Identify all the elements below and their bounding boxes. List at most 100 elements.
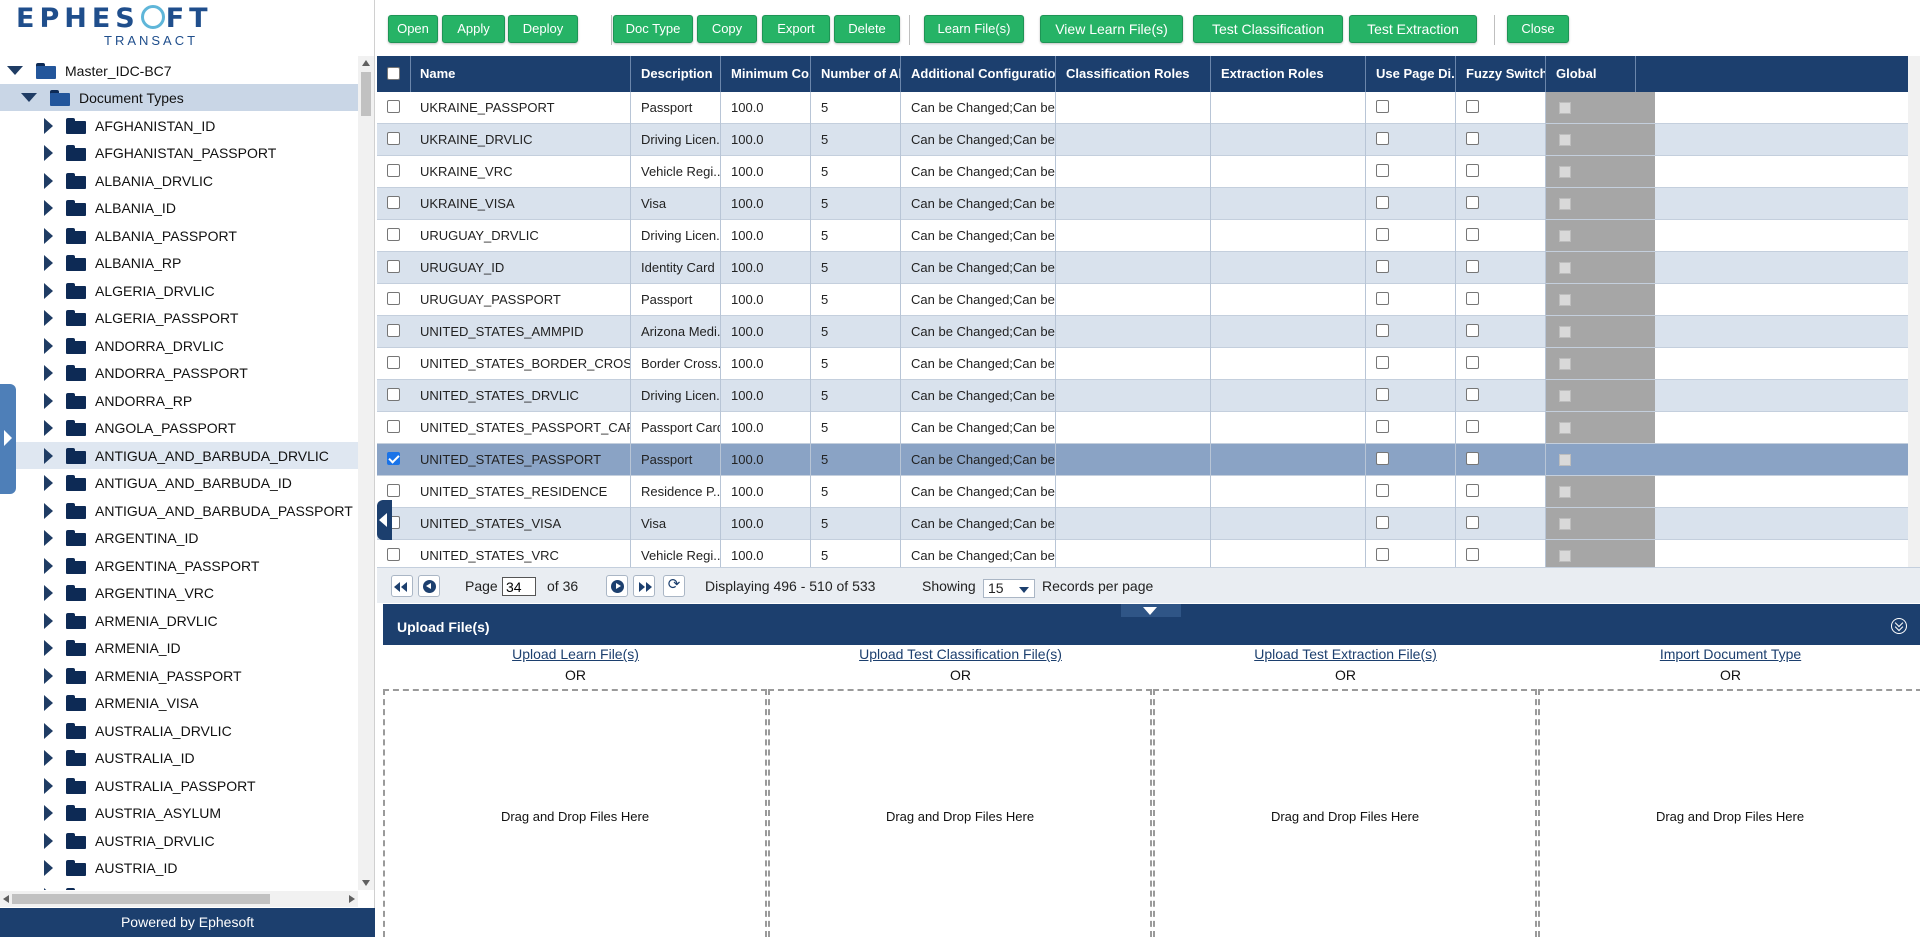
column-header-additional-configurations[interactable]: Additional Configurations	[901, 56, 1056, 92]
use-page-dictionary-checkbox[interactable]	[1376, 548, 1389, 561]
expand-arrow-icon[interactable]	[44, 777, 53, 794]
table-row[interactable]: URUGUAY_DRVLIC Driving Licen... 100.0 5 Can …	[377, 220, 1908, 252]
use-page-dictionary-checkbox[interactable]	[1376, 420, 1389, 433]
expand-arrow-icon[interactable]	[44, 502, 53, 519]
learn-files-button[interactable]: Learn File(s)	[924, 15, 1024, 43]
table-row[interactable]: UNITED_STATES_VRC Vehicle Regi... 100.0 5 Ca…	[377, 540, 1908, 572]
tree-horizontal-scrollbar[interactable]	[0, 891, 358, 907]
fuzzy-switch-checkbox[interactable]	[1466, 164, 1479, 177]
tree-item[interactable]: ALBANIA_RP	[0, 250, 358, 277]
use-page-dictionary-checkbox[interactable]	[1376, 228, 1389, 241]
table-row[interactable]: UNITED_STATES_DRVLIC Driving Licen... 100.…	[377, 380, 1908, 412]
tree-item[interactable]: ARMENIA_VISA	[0, 690, 358, 717]
tree-item[interactable]: AUSTRALIA_DRVLIC	[0, 717, 358, 744]
collapse-arrow-icon[interactable]	[21, 93, 37, 102]
row-checkbox[interactable]	[387, 420, 400, 433]
apply-button[interactable]: Apply	[442, 15, 505, 43]
column-header-extraction-roles[interactable]: Extraction Roles	[1211, 56, 1366, 92]
expand-arrow-icon[interactable]	[44, 337, 53, 354]
table-row[interactable]: UNITED_STATES_PASSPORT Passport 100.0 5 Can …	[377, 444, 1908, 476]
drop-zone[interactable]: Drag and Drop Files Here	[1538, 689, 1920, 937]
row-checkbox[interactable]	[387, 292, 400, 305]
expand-arrow-icon[interactable]	[44, 420, 53, 436]
tree-item[interactable]: ALBANIA_ID	[0, 195, 358, 222]
import-document-type-link[interactable]: Import Document Type	[1659, 646, 1802, 662]
row-checkbox[interactable]	[387, 484, 400, 497]
expand-arrow-icon[interactable]	[44, 145, 53, 161]
grid-scrollbar[interactable]	[1908, 56, 1920, 567]
fuzzy-switch-checkbox[interactable]	[1466, 196, 1479, 209]
fuzzy-switch-checkbox[interactable]	[1466, 420, 1479, 433]
select-all-checkbox[interactable]	[387, 67, 400, 80]
tree-item[interactable]: AUSTRALIA_ID	[0, 745, 358, 772]
column-header-use-page-dictionary[interactable]: Use Page Di...	[1366, 56, 1456, 92]
row-checkbox[interactable]	[387, 324, 400, 337]
expand-arrow-icon[interactable]	[44, 860, 53, 876]
table-row[interactable]: URUGUAY_ID Identity Card 100.0 5 Can be Chan…	[377, 252, 1908, 284]
table-row[interactable]: URUGUAY_PASSPORT Passport 100.0 5 Can be Cha…	[377, 284, 1908, 316]
column-header-fuzzy-switch[interactable]: Fuzzy Switch	[1456, 56, 1546, 92]
collapse-grid-toggle[interactable]	[377, 500, 392, 540]
copy-button[interactable]: Copy	[697, 15, 757, 43]
table-row[interactable]: UNITED_STATES_AMMPID Arizona Medi... 100.0…	[377, 316, 1908, 348]
tree-item[interactable]: ANDORRA_PASSPORT	[0, 360, 358, 387]
expand-arrow-icon[interactable]	[44, 667, 53, 684]
row-checkbox[interactable]	[387, 356, 400, 369]
upload-learn-files-link[interactable]: Upload Learn File(s)	[512, 646, 639, 662]
drop-zone[interactable]: Drag and Drop Files Here	[768, 689, 1152, 937]
fuzzy-switch-checkbox[interactable]	[1466, 388, 1479, 401]
row-checkbox[interactable]	[387, 164, 400, 177]
tree-item[interactable]: AUSTRIA_DRVLIC	[0, 827, 358, 854]
use-page-dictionary-checkbox[interactable]	[1376, 484, 1389, 497]
tree-item[interactable]: ARMENIA_PASSPORT	[0, 662, 358, 689]
table-row[interactable]: UNITED_STATES_VISA Visa 100.0 5 Can be Chang…	[377, 508, 1908, 540]
expand-arrow-icon[interactable]	[44, 750, 53, 766]
fuzzy-switch-checkbox[interactable]	[1466, 548, 1479, 561]
use-page-dictionary-checkbox[interactable]	[1376, 164, 1389, 177]
column-header-minimum-confidence[interactable]: Minimum Co...	[721, 56, 811, 92]
row-checkbox[interactable]	[387, 452, 400, 465]
tree-item[interactable]: AUSTRALIA_PASSPORT	[0, 772, 358, 799]
page-number-input[interactable]	[502, 577, 536, 596]
table-row[interactable]: UKRAINE_PASSPORT Passport 100.0 5 Can be Cha…	[377, 92, 1908, 124]
use-page-dictionary-checkbox[interactable]	[1376, 292, 1389, 305]
expand-arrow-icon[interactable]	[44, 805, 53, 821]
tree-item[interactable]: ANDORRA_RP	[0, 387, 358, 414]
row-checkbox[interactable]	[387, 196, 400, 209]
fuzzy-switch-checkbox[interactable]	[1466, 356, 1479, 369]
table-row[interactable]: UNITED_STATES_PASSPORT_CARD Passport Card…	[377, 412, 1908, 444]
expand-arrow-icon[interactable]	[44, 612, 53, 629]
tree-item[interactable]: ARGENTINA_PASSPORT	[0, 552, 358, 579]
upload-test-classification-files-link[interactable]: Upload Test Classification File(s)	[859, 646, 1062, 662]
expand-arrow-icon[interactable]	[44, 365, 53, 381]
tree-item[interactable]: ANTIGUA_AND_BARBUDA_DRVLIC	[0, 442, 358, 469]
open-button[interactable]: Open	[388, 15, 438, 43]
tree-root[interactable]: Master_IDC-BC7	[0, 57, 358, 84]
table-row[interactable]: UKRAINE_DRVLIC Driving Licen... 100.0 5 Can …	[377, 124, 1908, 156]
use-page-dictionary-checkbox[interactable]	[1376, 100, 1389, 113]
tree-item[interactable]: ANTIGUA_AND_BARBUDA_ID	[0, 470, 358, 497]
collapse-arrow-icon[interactable]	[7, 66, 23, 75]
use-page-dictionary-checkbox[interactable]	[1376, 324, 1389, 337]
column-header-global[interactable]: Global	[1546, 56, 1636, 92]
expand-arrow-icon[interactable]	[44, 832, 53, 849]
next-page-button[interactable]	[606, 575, 628, 597]
doc-type-button[interactable]: Doc Type	[613, 15, 693, 43]
expand-arrow-icon[interactable]	[44, 172, 53, 189]
tree-item[interactable]: ARMENIA_ID	[0, 635, 358, 662]
expand-arrow-icon[interactable]	[44, 695, 53, 711]
use-page-dictionary-checkbox[interactable]	[1376, 132, 1389, 145]
expand-upload-toggle[interactable]	[1121, 604, 1181, 617]
column-header-description[interactable]: Description	[631, 56, 721, 92]
row-checkbox[interactable]	[387, 100, 400, 113]
fuzzy-switch-checkbox[interactable]	[1466, 100, 1479, 113]
expand-arrow-icon[interactable]	[44, 200, 53, 216]
tree-item[interactable]: ARGENTINA_ID	[0, 525, 358, 552]
row-checkbox[interactable]	[387, 388, 400, 401]
expand-arrow-icon[interactable]	[44, 282, 53, 299]
records-per-page-select[interactable]: 15	[983, 579, 1035, 598]
tree-item[interactable]: ANDORRA_DRVLIC	[0, 332, 358, 359]
expand-arrow-icon[interactable]	[44, 255, 53, 271]
close-button[interactable]: Close	[1507, 15, 1569, 43]
tree-item[interactable]: ALBANIA_PASSPORT	[0, 222, 358, 249]
